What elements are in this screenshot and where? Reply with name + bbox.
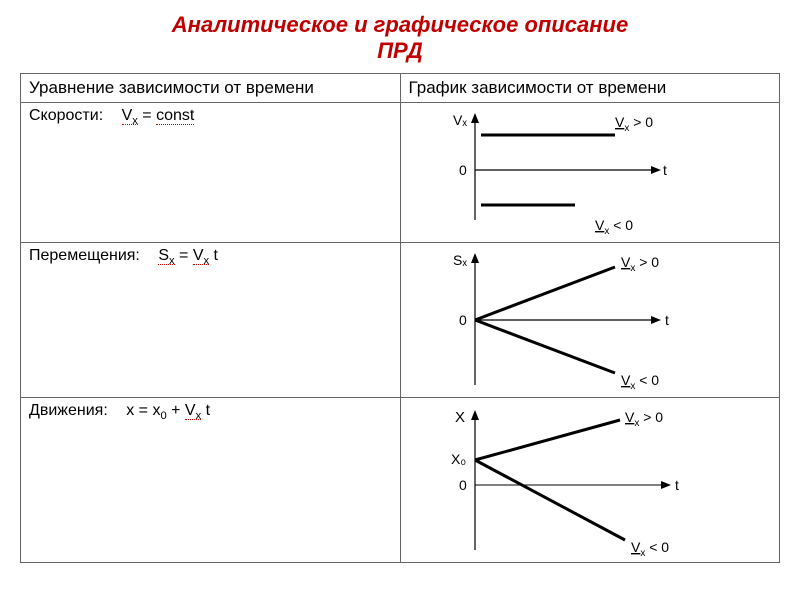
position-graph: X X₀ 0 t Vx > 0 Vx < 0 — [405, 400, 745, 560]
equation-cell: Перемещения: Sx = Vx t — [21, 242, 401, 397]
table-row: Скорости: Vx = const Vₓ t 0 Vx > 0 — [21, 102, 780, 242]
origin-label: 0 — [459, 162, 467, 178]
page-title: Аналитическое и графическое описание ПРД — [20, 12, 780, 65]
equation-cell: Движения: x = x0 + Vx t — [21, 397, 401, 562]
y-axis-label: Sₓ — [453, 252, 467, 268]
eq-formula: Sx = Vx t — [158, 247, 218, 264]
header-left: Уравнение зависимости от времени — [21, 73, 401, 102]
graph-cell: X X₀ 0 t Vx > 0 Vx < 0 — [400, 397, 780, 562]
lower-label: Vx < 0 — [631, 539, 669, 559]
displacement-graph: Sₓ t 0 Vx > 0 Vx < 0 — [405, 245, 745, 395]
table-row: Перемещения: Sx = Vx t Sₓ t 0 Vx > 0 — [21, 242, 780, 397]
lower-label: Vx < 0 — [595, 217, 633, 237]
upper-label: Vx > 0 — [625, 409, 663, 429]
eq-label: Движения: — [29, 402, 108, 419]
upper-label: Vx > 0 — [621, 254, 659, 274]
x-axis-label: t — [663, 162, 667, 178]
lower-label: Vx < 0 — [621, 372, 659, 392]
title-line1: Аналитическое и графическое описание — [172, 12, 628, 37]
x-axis-label: t — [675, 477, 679, 493]
equation-cell: Скорости: Vx = const — [21, 102, 401, 242]
eq-label: Скорости: — [29, 107, 103, 124]
x0-label: X₀ — [451, 451, 466, 467]
origin-label: 0 — [459, 312, 467, 328]
y-axis-label: Vₓ — [453, 112, 467, 128]
upper-label: Vx > 0 — [615, 114, 653, 134]
eq-formula: x = x0 + Vx t — [126, 402, 210, 419]
description-table: Уравнение зависимости от времени График … — [20, 73, 780, 563]
origin-label: 0 — [459, 477, 467, 493]
eq-formula: Vx = const — [122, 107, 195, 124]
graph-cell: Sₓ t 0 Vx > 0 Vx < 0 — [400, 242, 780, 397]
velocity-graph: Vₓ t 0 Vx > 0 Vx < 0 — [405, 105, 745, 240]
x-axis-label: t — [665, 312, 669, 328]
table-row: Движения: x = x0 + Vx t X X₀ 0 t — [21, 397, 780, 562]
graph-cell: Vₓ t 0 Vx > 0 Vx < 0 — [400, 102, 780, 242]
header-right: График зависимости от времени — [400, 73, 780, 102]
title-line2: ПРД — [377, 38, 423, 63]
eq-label: Перемещения: — [29, 247, 140, 264]
y-axis-label: X — [455, 409, 465, 426]
